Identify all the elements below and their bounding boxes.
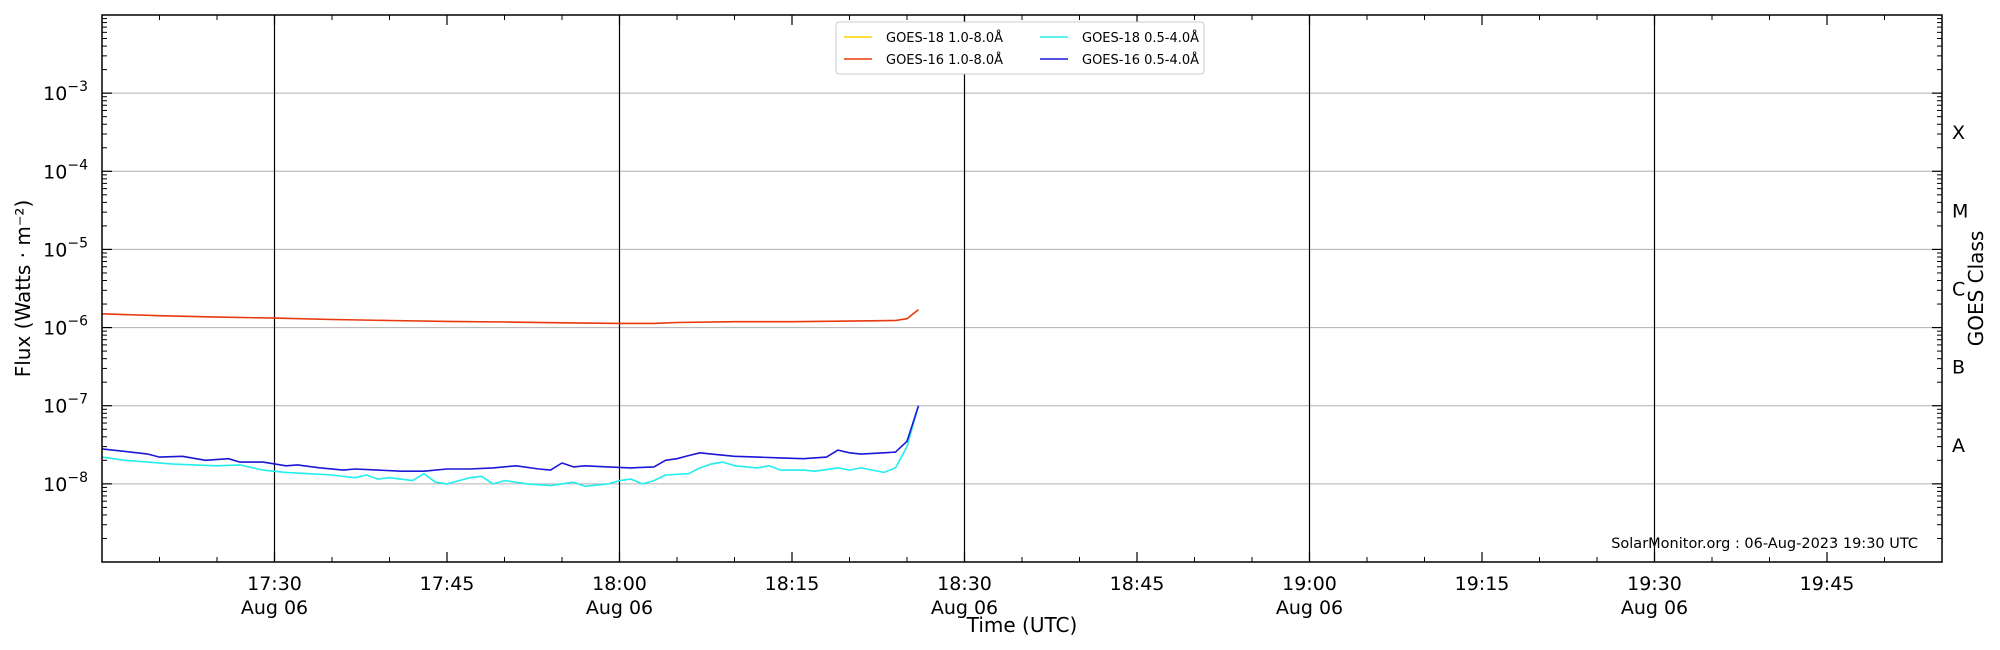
goes-class-label: M bbox=[1952, 200, 1968, 222]
x-tick-date-label: Aug 06 bbox=[931, 597, 998, 619]
x-tick-label: 19:15 bbox=[1455, 573, 1510, 595]
y-tick-label: 10−8 bbox=[43, 470, 88, 496]
y-tick-label: 10−7 bbox=[43, 392, 88, 418]
source-annotation: SolarMonitor.org : 06-Aug-2023 19:30 UTC bbox=[1611, 536, 1918, 552]
plot-frame bbox=[101, 14, 1943, 563]
y-axis-label: Flux (Watts · m⁻²) bbox=[11, 200, 35, 378]
x-tick-label: 18:15 bbox=[765, 573, 820, 595]
grid bbox=[102, 15, 1942, 562]
x-tick-label: 18:00 bbox=[592, 573, 647, 595]
x-tick-label: 18:45 bbox=[1110, 573, 1165, 595]
x-tick-date-label: Aug 06 bbox=[586, 597, 653, 619]
goes-class-label: B bbox=[1952, 357, 1965, 379]
y-tick-label: 10−4 bbox=[43, 157, 88, 183]
y-tick-label: 10−5 bbox=[43, 235, 88, 261]
x-tick-label: 17:45 bbox=[420, 573, 475, 595]
series-line bbox=[101, 308, 919, 325]
legend-entry-label: GOES-18 1.0-8.0Å bbox=[886, 30, 1003, 46]
goes-class-axis-label: GOES Class bbox=[1964, 231, 1988, 347]
x-tick-date-label: Aug 06 bbox=[1621, 597, 1688, 619]
x-tick-label: 19:00 bbox=[1282, 573, 1337, 595]
goes-class-label: A bbox=[1952, 435, 1965, 457]
series-line bbox=[101, 405, 920, 473]
x-tick-date-label: Aug 06 bbox=[1276, 597, 1343, 619]
series-line bbox=[101, 405, 920, 488]
goes-class-label: X bbox=[1952, 122, 1965, 144]
series-lines bbox=[101, 308, 920, 488]
x-tick-label: 19:45 bbox=[1800, 573, 1855, 595]
legend-entry-label: GOES-16 1.0-8.0Å bbox=[886, 52, 1003, 68]
x-tick-label: 18:30 bbox=[937, 573, 992, 595]
legend-entry-label: GOES-16 0.5-4.0Å bbox=[1082, 52, 1199, 68]
y-tick-label: 10−3 bbox=[43, 79, 88, 105]
legend: GOES-18 1.0-8.0Å GOES-16 1.0-8.0Å GOES-18 … bbox=[835, 21, 1205, 75]
legend-box bbox=[835, 21, 1205, 75]
y-tick-label: 10−6 bbox=[43, 314, 88, 340]
x-tick-label: 19:30 bbox=[1627, 573, 1682, 595]
x-tick-date-label: Aug 06 bbox=[241, 597, 308, 619]
x-axis-label: Time (UTC) bbox=[966, 613, 1078, 637]
x-tick-label: 17:30 bbox=[247, 573, 302, 595]
goes-class-label: C bbox=[1952, 279, 1965, 301]
legend-entry-label: GOES-18 0.5-4.0Å bbox=[1082, 30, 1199, 46]
